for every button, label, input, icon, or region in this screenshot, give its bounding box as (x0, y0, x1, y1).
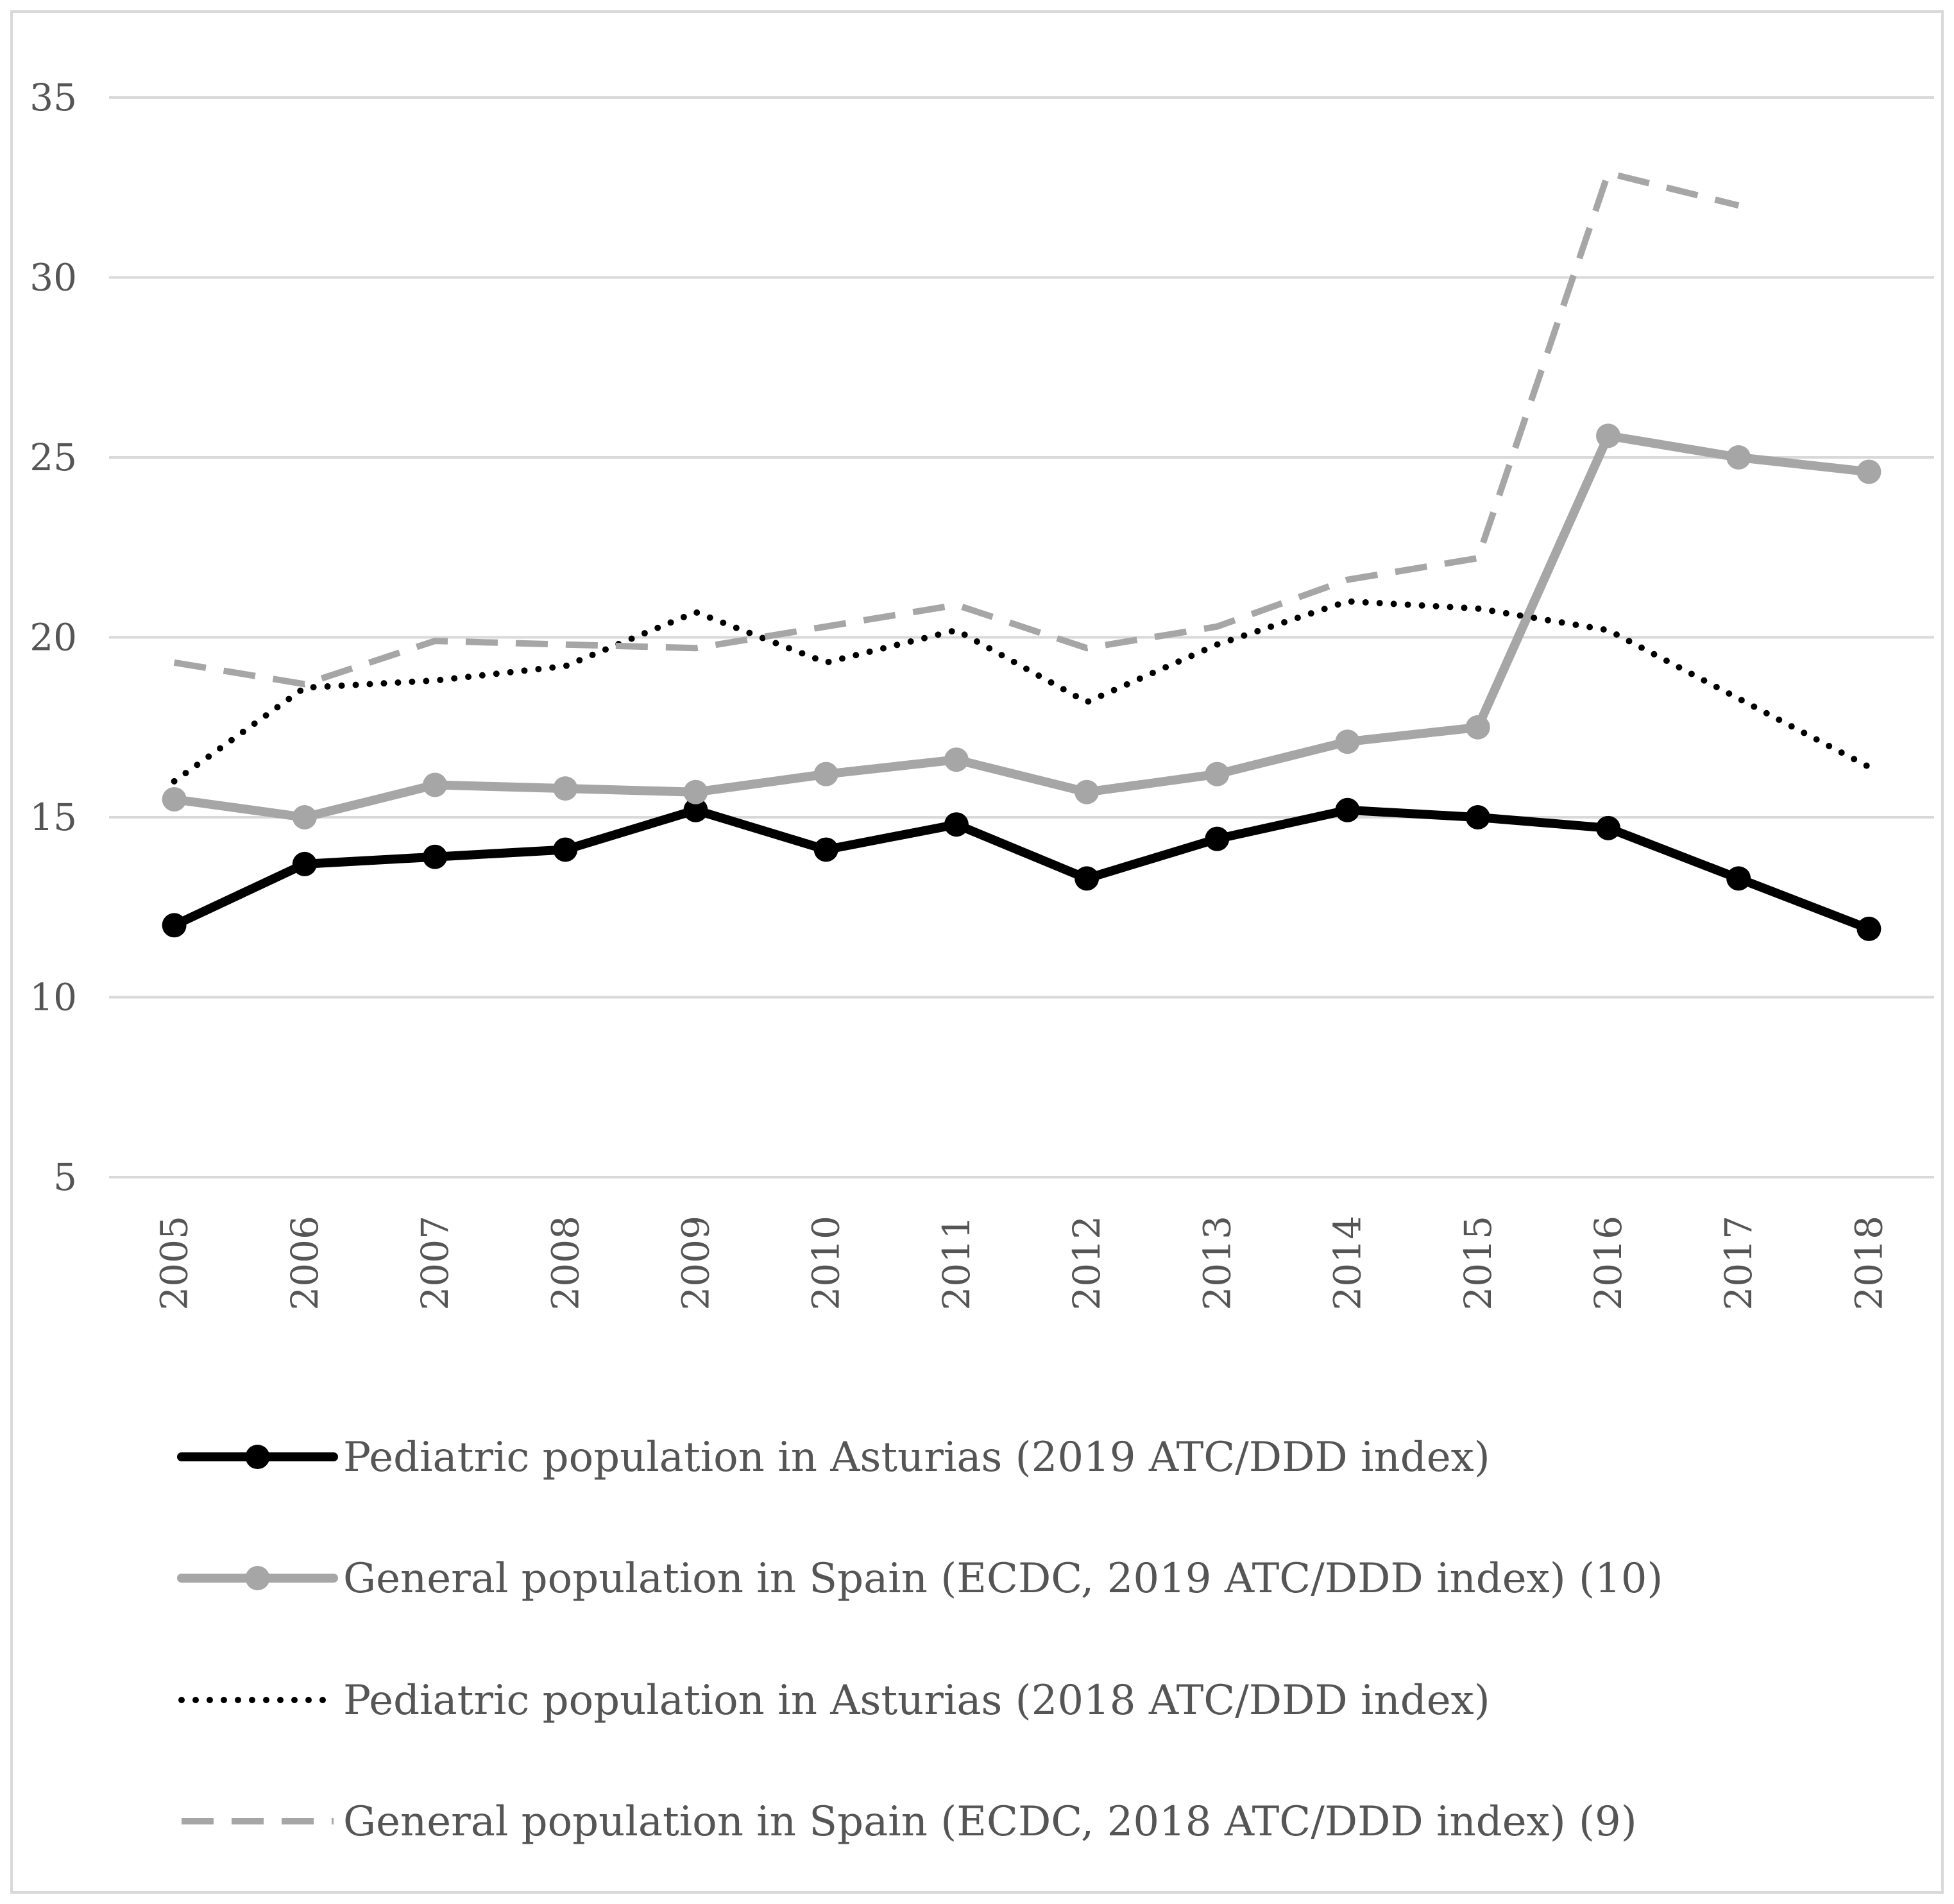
series-1-point (1856, 916, 1882, 941)
series-2-point (813, 761, 838, 786)
series-line-2 (169, 431, 1874, 822)
legend-marker-1 (245, 1445, 270, 1469)
series-2-point (423, 772, 448, 797)
y-tick-label: 20 (30, 616, 77, 659)
x-tick-label: 2011 (935, 1216, 978, 1311)
y-tick-label: 10 (30, 976, 77, 1019)
series-2-point (1465, 715, 1490, 740)
x-tick-label: 2013 (1195, 1216, 1239, 1311)
series-2-point (1335, 729, 1360, 754)
y-axis: 5 10 15 20 25 30 35 (30, 76, 77, 1199)
legend-label-4: General population in Spain (ECDC, 2018 … (343, 1798, 1637, 1846)
x-tick-label: 2007 (413, 1216, 457, 1311)
x-tick-label: 2018 (1847, 1216, 1890, 1311)
y-tick-label: 25 (30, 436, 77, 479)
x-tick-label: 2017 (1717, 1216, 1760, 1311)
series-2-point (292, 805, 317, 829)
series-2-point (1205, 761, 1230, 786)
series-1-point (1205, 826, 1230, 851)
y-tick-label: 15 (30, 795, 77, 839)
series-line-3 (171, 598, 1873, 785)
legend-label-2: General population in Spain (ECDC, 2019 … (343, 1555, 1663, 1602)
series-2-point (1595, 423, 1620, 448)
series-line-4 (173, 169, 1740, 688)
series (162, 169, 1882, 941)
legend-marker-2 (245, 1566, 270, 1590)
series-2-point (944, 747, 969, 772)
series-1-point (683, 797, 708, 822)
legend-label-3: Pediatric population in Asturias (2018 A… (343, 1677, 1490, 1724)
x-tick-label: 2015 (1456, 1216, 1500, 1311)
chart-border (10, 10, 1944, 1894)
series-2-point (162, 786, 187, 812)
series-2-point (683, 779, 708, 804)
series-1-point (162, 913, 187, 938)
series-2-point (553, 776, 578, 801)
series-1-point (813, 837, 838, 862)
x-axis: 2005 2006 2007 2008 2009 2010 2011 2012 2013 2014… (153, 1216, 1891, 1311)
series-1-point (1726, 866, 1751, 891)
y-tick-label: 5 (53, 1155, 77, 1199)
series-line-1 (169, 805, 1874, 933)
series-1-point (1335, 797, 1360, 822)
series-1-point (1075, 866, 1100, 891)
x-tick-label: 2006 (283, 1216, 327, 1311)
series-1-point (292, 851, 317, 876)
y-tick-label: 30 (30, 256, 77, 300)
series-1-point (1465, 805, 1490, 829)
x-tick-label: 2012 (1065, 1216, 1109, 1311)
legend-label-1: Pediatric population in Asturias (2019 A… (343, 1434, 1490, 1481)
x-tick-label: 2010 (804, 1216, 848, 1311)
x-tick-label: 2014 (1326, 1216, 1370, 1311)
x-tick-label: 2009 (674, 1216, 717, 1311)
y-tick-label: 35 (30, 76, 77, 119)
x-tick-label: 2016 (1586, 1216, 1630, 1311)
series-1-point (553, 837, 578, 862)
x-tick-label: 2008 (543, 1216, 587, 1311)
series-1-point (944, 812, 969, 837)
gridlines (109, 96, 1934, 1178)
series-2-point (1075, 779, 1100, 804)
series-1-point (423, 844, 448, 869)
series-2-point (1726, 445, 1751, 470)
x-tick-label: 2005 (153, 1216, 196, 1311)
series-1-point (1595, 815, 1620, 840)
legend: Pediatric population in Asturias (2019 A… (177, 1434, 1663, 1846)
series-2-point (1856, 459, 1882, 484)
